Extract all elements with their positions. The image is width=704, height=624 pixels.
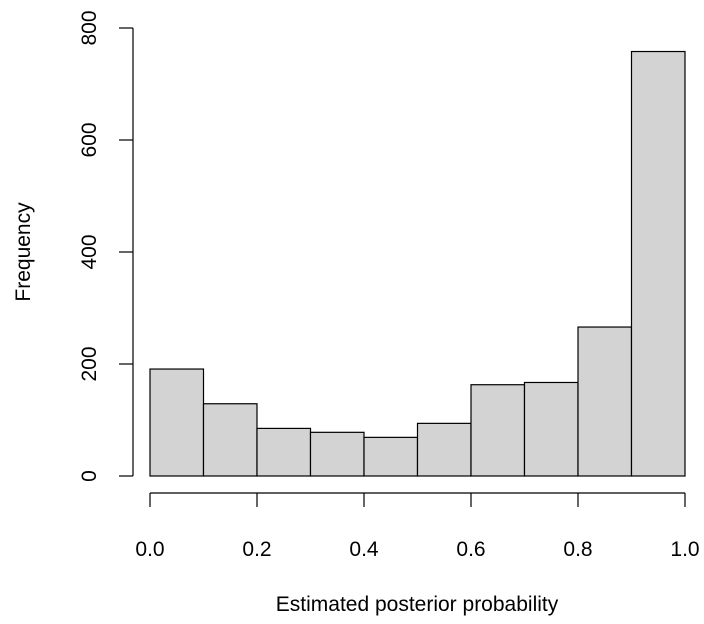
x-tick-label: 0.2 (242, 538, 271, 561)
y-axis: 0 200 400 600 800 (78, 10, 134, 482)
y-tick-label: 400 (78, 234, 101, 269)
y-tick-label: 800 (78, 10, 101, 45)
y-tick-label: 200 (78, 346, 101, 381)
x-tick-label: 0.8 (563, 538, 592, 561)
x-tick-label: 0.6 (456, 538, 485, 561)
histogram-bar (416, 422, 472, 477)
histogram-bar (363, 436, 419, 477)
y-axis-label: Frequency (12, 202, 35, 302)
x-axis-label: Estimated posterior probability (276, 593, 559, 616)
histogram-bar (149, 368, 205, 477)
histogram-bar (309, 431, 365, 477)
histogram-bar (630, 50, 686, 477)
histogram-bar (577, 326, 633, 477)
histogram-bar (256, 427, 312, 477)
x-tick-label: 1.0 (670, 538, 699, 561)
y-tick-label: 0 (78, 470, 101, 482)
y-tick-label: 600 (78, 122, 101, 157)
histogram-bar (470, 384, 526, 477)
bars-group (149, 50, 686, 477)
x-tick-label: 0.0 (135, 538, 164, 561)
x-tick-label: 0.4 (349, 538, 379, 561)
x-axis: 0.0 0.2 0.4 0.6 0.8 1.0 (135, 492, 700, 561)
histogram-bar (523, 381, 579, 477)
histogram-bar (202, 403, 258, 477)
